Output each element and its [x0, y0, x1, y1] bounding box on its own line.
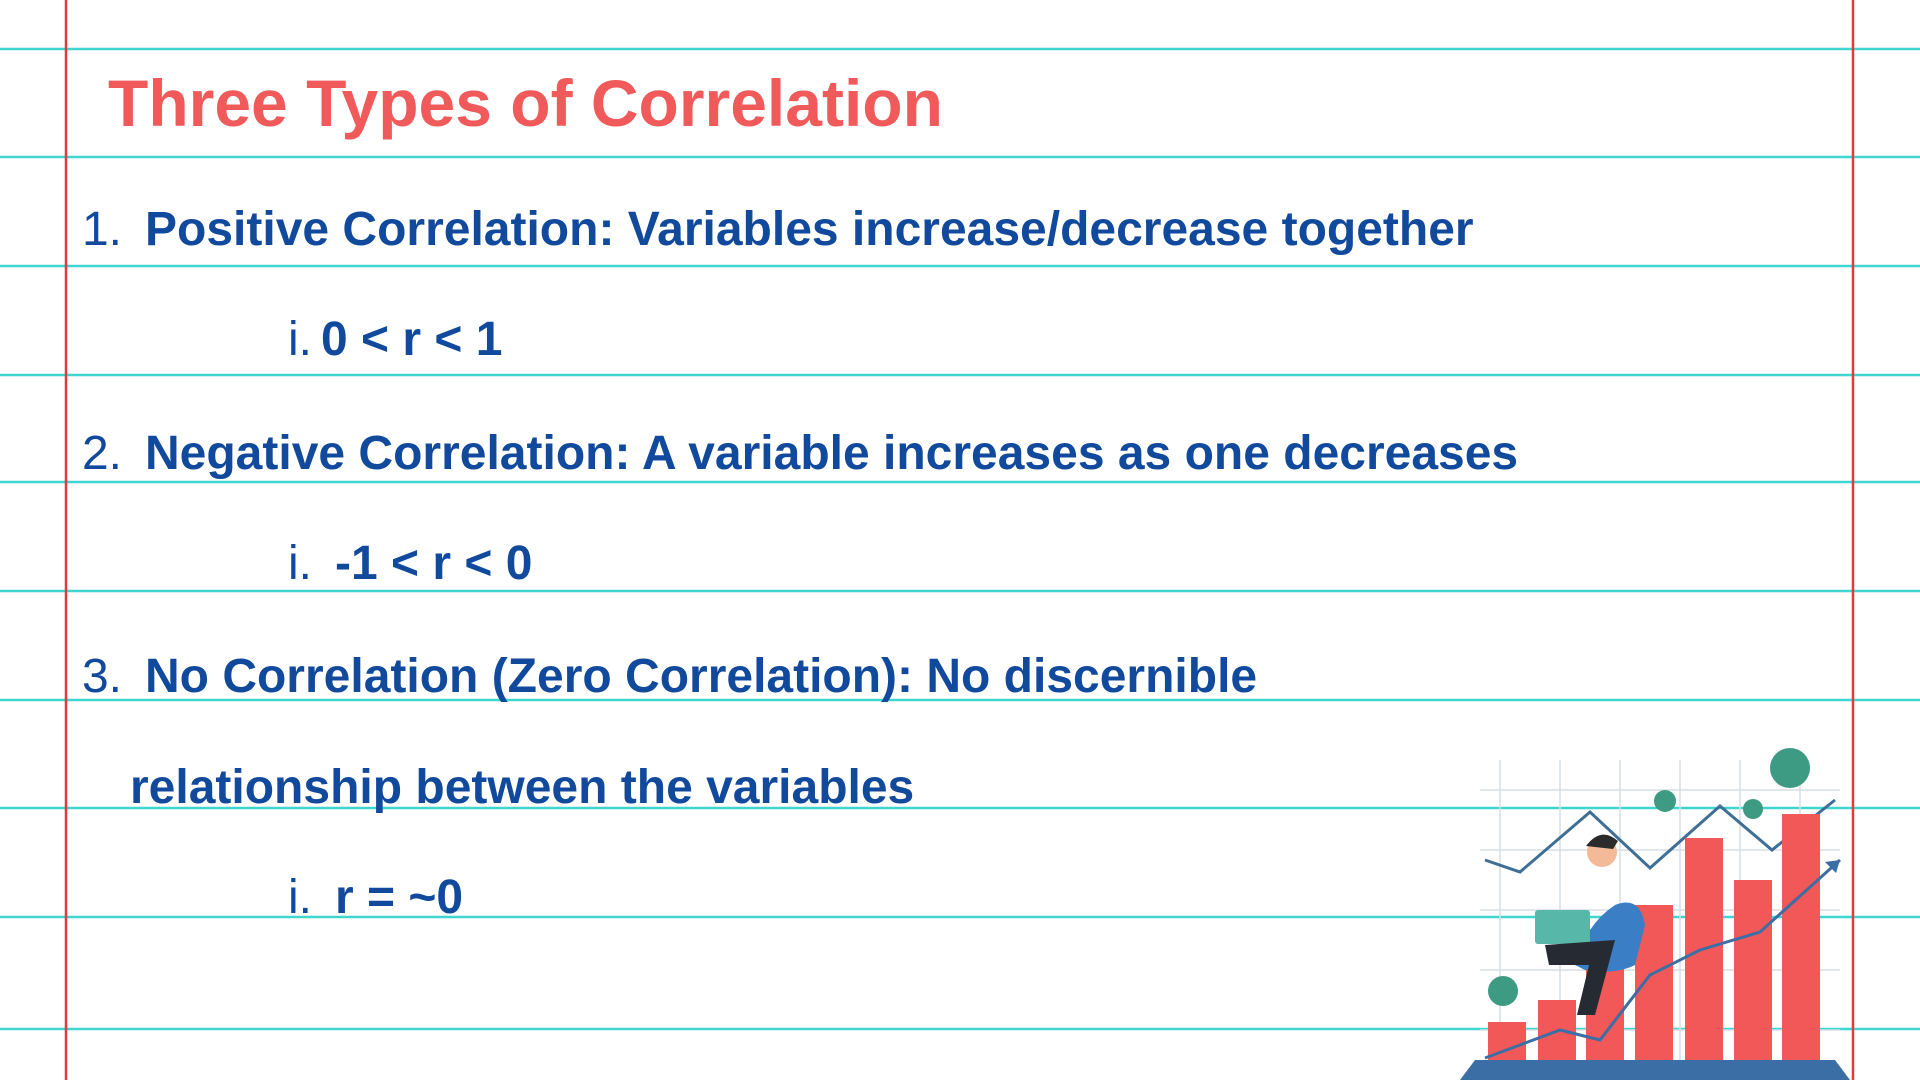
- title: Three Types of Correlation: [108, 66, 943, 140]
- sub-item: -1 < r < 0: [335, 537, 532, 590]
- list-item: Negative Correlation: A variable increas…: [145, 427, 1518, 480]
- list-marker: 1.: [82, 203, 122, 256]
- sub-item: 0 < r < 1: [321, 313, 502, 366]
- list-item-continued: relationship between the variables: [130, 761, 914, 814]
- sub-marker: i.: [288, 537, 312, 590]
- list-marker: 3.: [82, 650, 122, 703]
- sub-item: r = ~0: [335, 871, 463, 924]
- list-item: No Correlation (Zero Correlation): No di…: [145, 650, 1257, 703]
- list-marker: 2.: [82, 427, 122, 480]
- list-item: Positive Correlation: Variables increase…: [145, 203, 1474, 256]
- sub-marker: i.: [288, 871, 312, 924]
- illustration: [1460, 748, 1850, 1080]
- sub-marker: i.: [288, 313, 312, 366]
